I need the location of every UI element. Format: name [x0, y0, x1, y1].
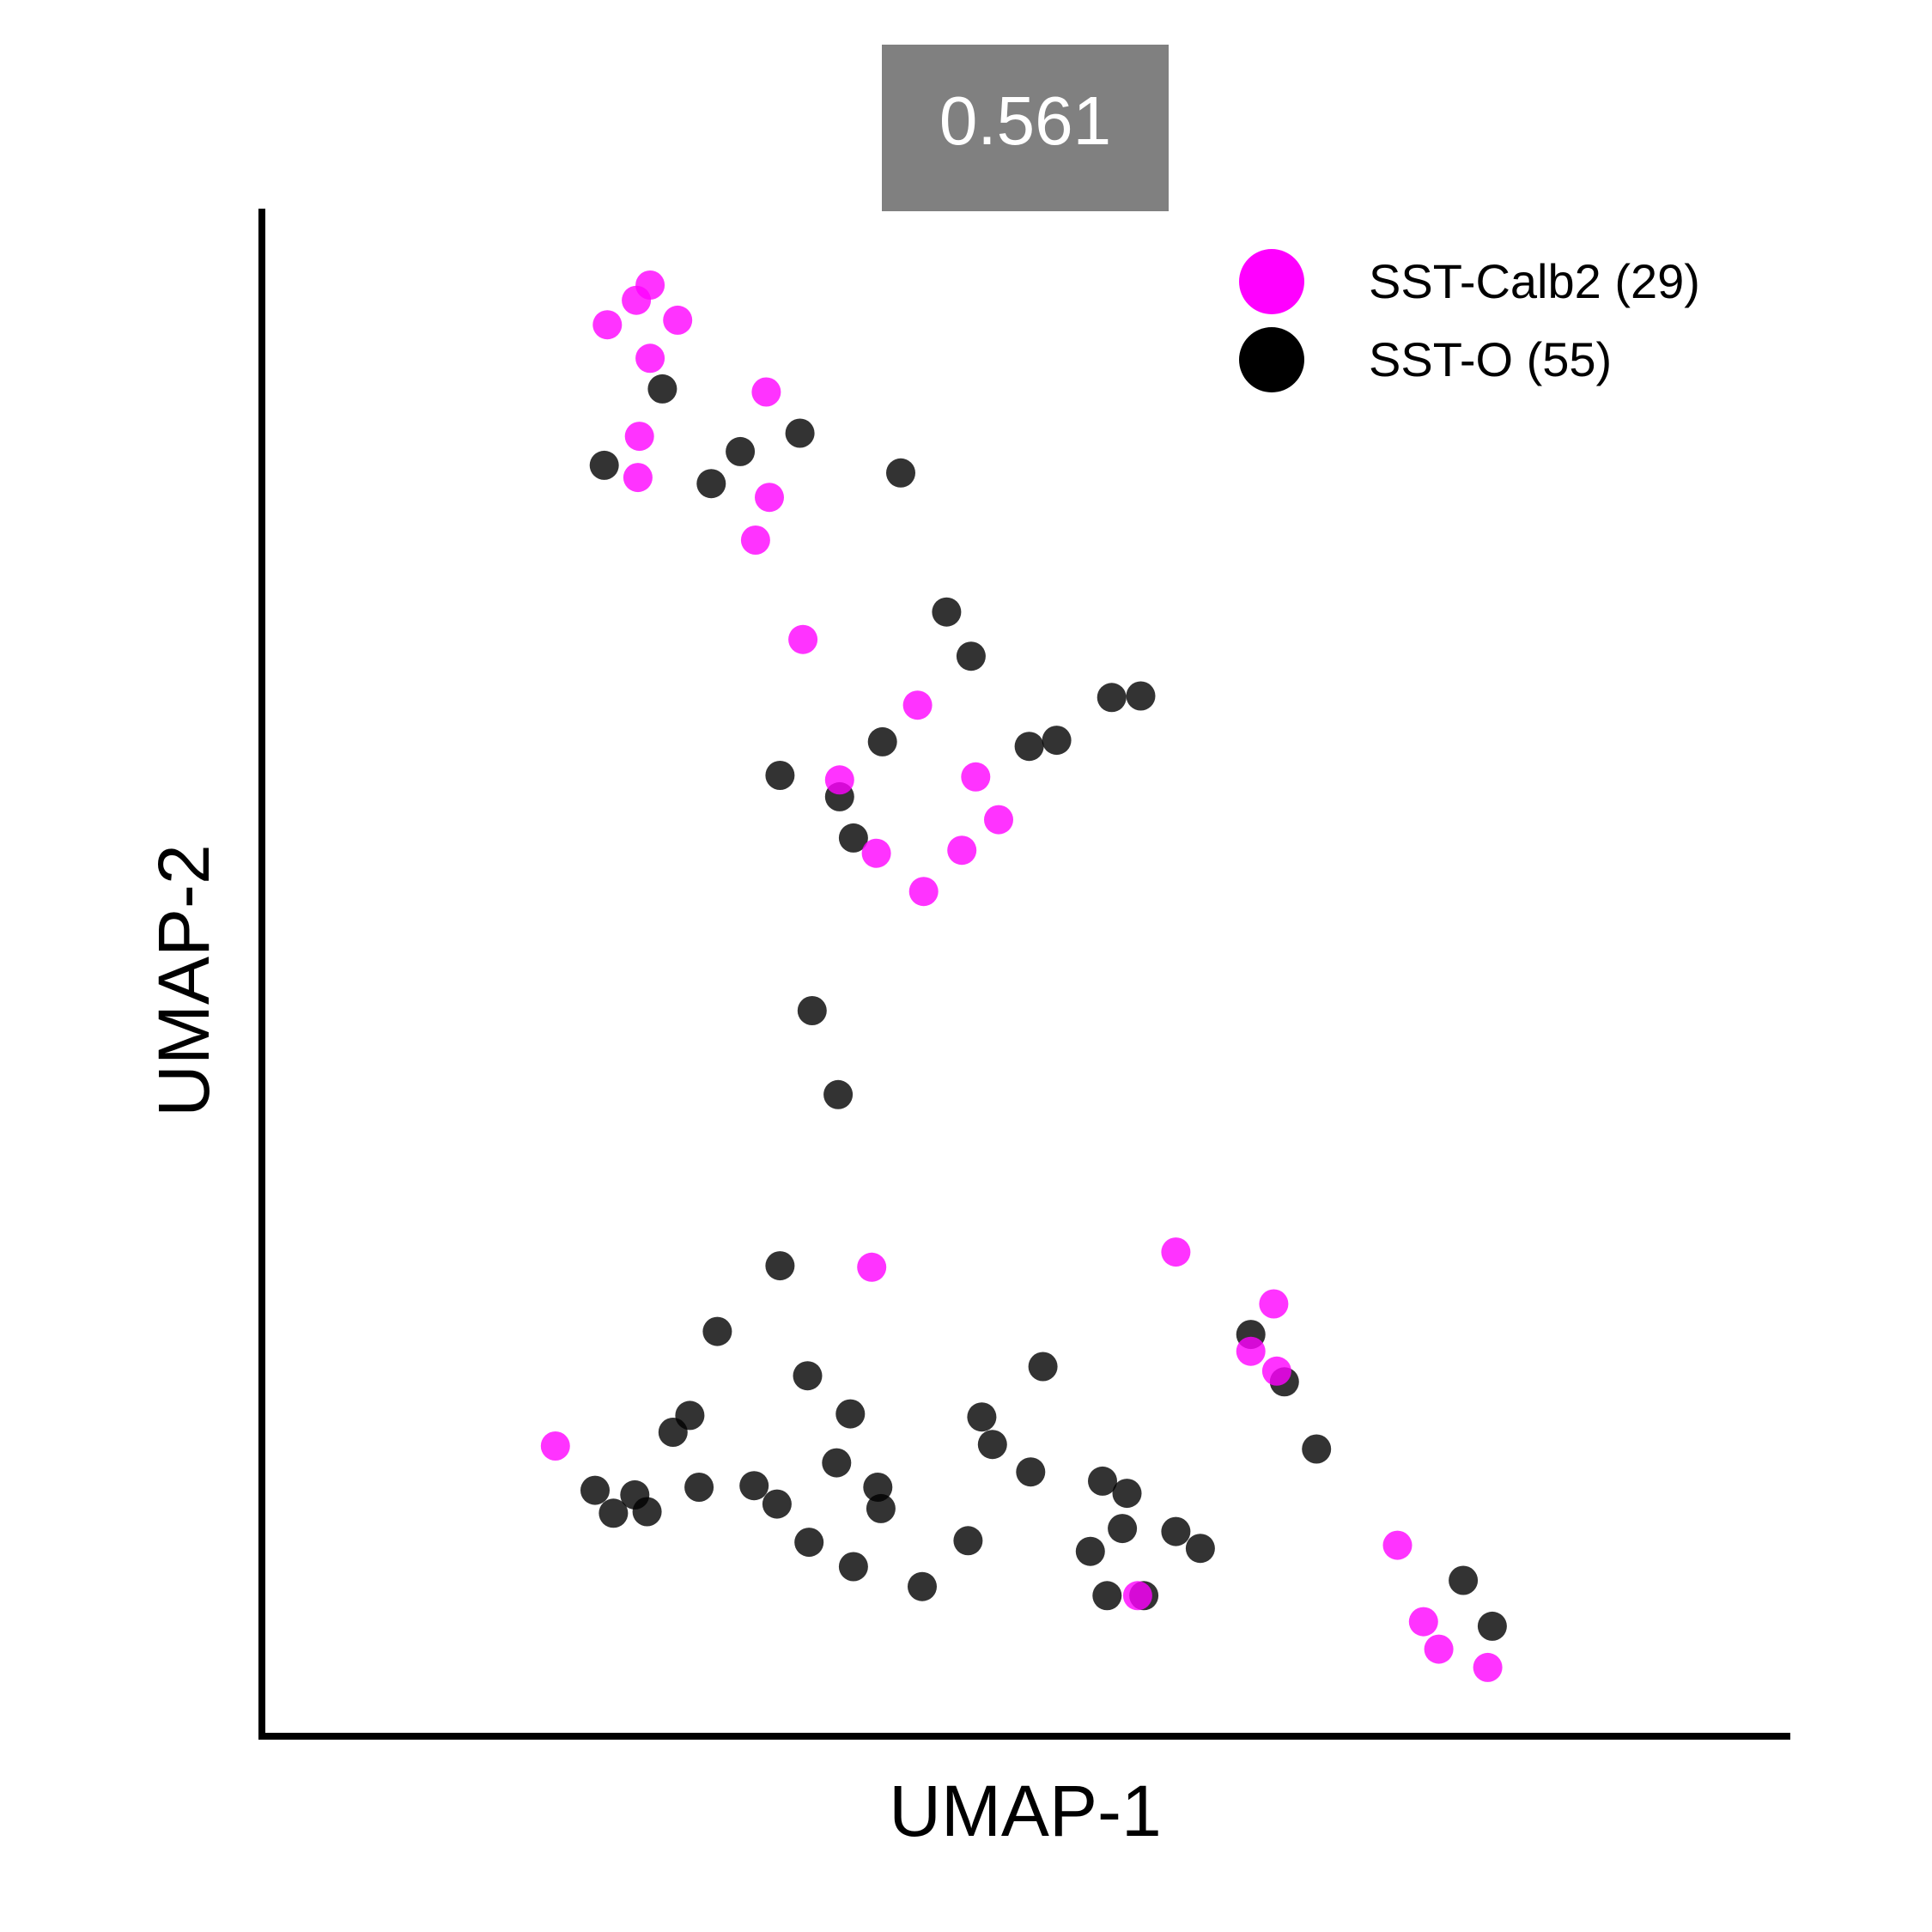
point-sst-o-51 [1092, 1581, 1122, 1611]
point-sst-calb2-10 [788, 624, 818, 654]
point-sst-calb2-18 [857, 1252, 887, 1282]
point-sst-o-25 [658, 1418, 688, 1447]
point-sst-calb2-11 [902, 690, 933, 720]
point-sst-calb2-4 [635, 343, 665, 374]
point-sst-o-27 [822, 1448, 852, 1478]
point-sst-o-42 [866, 1493, 896, 1523]
point-sst-o-5 [696, 469, 726, 499]
point-sst-o-15 [838, 823, 868, 853]
legend-item-sst-o: SST-O (55) [1239, 327, 1612, 392]
point-sst-calb2-24 [1122, 1581, 1152, 1611]
point-sst-o-8 [1126, 681, 1156, 711]
point-sst-o-9 [1097, 683, 1127, 713]
point-sst-o-6 [932, 597, 962, 627]
point-sst-o-3 [785, 418, 815, 448]
chart-title: 0.561 [939, 82, 1111, 159]
point-sst-calb2-5 [751, 377, 781, 407]
point-sst-o-37 [739, 1471, 769, 1501]
point-sst-calb2-9 [740, 526, 770, 555]
point-sst-o-39 [598, 1498, 629, 1528]
point-sst-calb2-26 [1408, 1607, 1438, 1637]
point-sst-o-36 [684, 1473, 714, 1502]
point-sst-calb2-8 [755, 483, 784, 513]
point-sst-calb2-19 [1161, 1237, 1191, 1267]
point-sst-calb2-25 [1382, 1530, 1413, 1560]
point-sst-o-49 [838, 1552, 868, 1582]
point-sst-o-48 [1075, 1536, 1105, 1566]
point-sst-calb2-28 [1473, 1652, 1503, 1682]
point-sst-o-16 [797, 996, 827, 1025]
point-sst-o-40 [632, 1497, 662, 1527]
point-sst-o-38 [863, 1473, 893, 1502]
point-sst-calb2-15 [861, 838, 891, 868]
point-sst-calb2-6 [624, 422, 654, 452]
point-sst-o-34 [580, 1475, 610, 1505]
point-sst-o-2 [726, 436, 756, 466]
point-sst-calb2-23 [540, 1431, 570, 1461]
legend-item-sst-calb2: SST-Calb2 (29) [1239, 249, 1700, 314]
point-sst-calb2-3 [592, 310, 623, 340]
point-sst-o-31 [1302, 1434, 1332, 1464]
point-sst-o-54 [1477, 1611, 1507, 1641]
point-sst-calb2-13 [961, 762, 991, 792]
point-sst-o-41 [762, 1489, 792, 1519]
point-sst-o-24 [967, 1402, 997, 1432]
point-sst-o-28 [1016, 1457, 1046, 1487]
point-sst-calb2-16 [947, 835, 977, 866]
point-sst-calb2-1 [622, 285, 652, 315]
point-sst-o-0 [647, 374, 677, 404]
y-axis-label: UMAP-2 [143, 844, 224, 1116]
legend: SST-Calb2 (29) SST-O (55) [1239, 249, 1700, 392]
point-sst-calb2-2 [663, 305, 693, 335]
point-sst-calb2-22 [1261, 1356, 1291, 1386]
point-sst-o-13 [765, 761, 795, 790]
point-sst-o-32 [1088, 1466, 1117, 1496]
point-sst-o-23 [835, 1399, 866, 1429]
point-sst-o-1 [589, 450, 619, 480]
point-sst-o-26 [977, 1430, 1007, 1460]
point-sst-calb2-7 [623, 463, 653, 493]
point-sst-o-45 [953, 1526, 983, 1556]
point-sst-calb2-14 [984, 805, 1013, 835]
point-sst-calb2-12 [824, 765, 854, 795]
point-sst-o-53 [1449, 1565, 1479, 1595]
data-points [540, 270, 1507, 1682]
title-badge: 0.561 [882, 45, 1169, 211]
point-sst-o-21 [1028, 1352, 1058, 1382]
point-sst-calb2-17 [908, 877, 939, 907]
point-sst-o-7 [956, 641, 986, 671]
point-sst-o-47 [1185, 1534, 1215, 1564]
point-sst-calb2-20 [1259, 1289, 1289, 1319]
point-sst-o-33 [1112, 1479, 1142, 1509]
legend-label-sst-calb2: SST-Calb2 (29) [1369, 254, 1700, 308]
point-sst-o-12 [1014, 732, 1044, 762]
legend-label-sst-o: SST-O (55) [1369, 332, 1612, 386]
point-sst-o-46 [1161, 1516, 1191, 1546]
point-sst-o-19 [702, 1316, 732, 1346]
point-sst-o-11 [1042, 726, 1072, 756]
title-badge-background [882, 45, 1169, 211]
axes: UMAP-1 UMAP-2 [143, 209, 1790, 1851]
point-sst-o-10 [867, 726, 897, 756]
point-sst-o-43 [1108, 1514, 1138, 1544]
legend-marker-sst-o [1239, 327, 1304, 392]
point-sst-o-17 [823, 1079, 854, 1109]
point-sst-calb2-21 [1236, 1336, 1266, 1366]
legend-marker-sst-calb2 [1239, 249, 1304, 314]
point-sst-o-44 [794, 1528, 824, 1558]
point-sst-o-18 [765, 1251, 795, 1281]
x-axis-label: UMAP-1 [889, 1771, 1161, 1851]
point-sst-o-20 [793, 1361, 823, 1391]
point-sst-o-50 [908, 1571, 937, 1601]
point-sst-o-4 [886, 458, 915, 488]
point-sst-calb2-27 [1424, 1634, 1454, 1664]
